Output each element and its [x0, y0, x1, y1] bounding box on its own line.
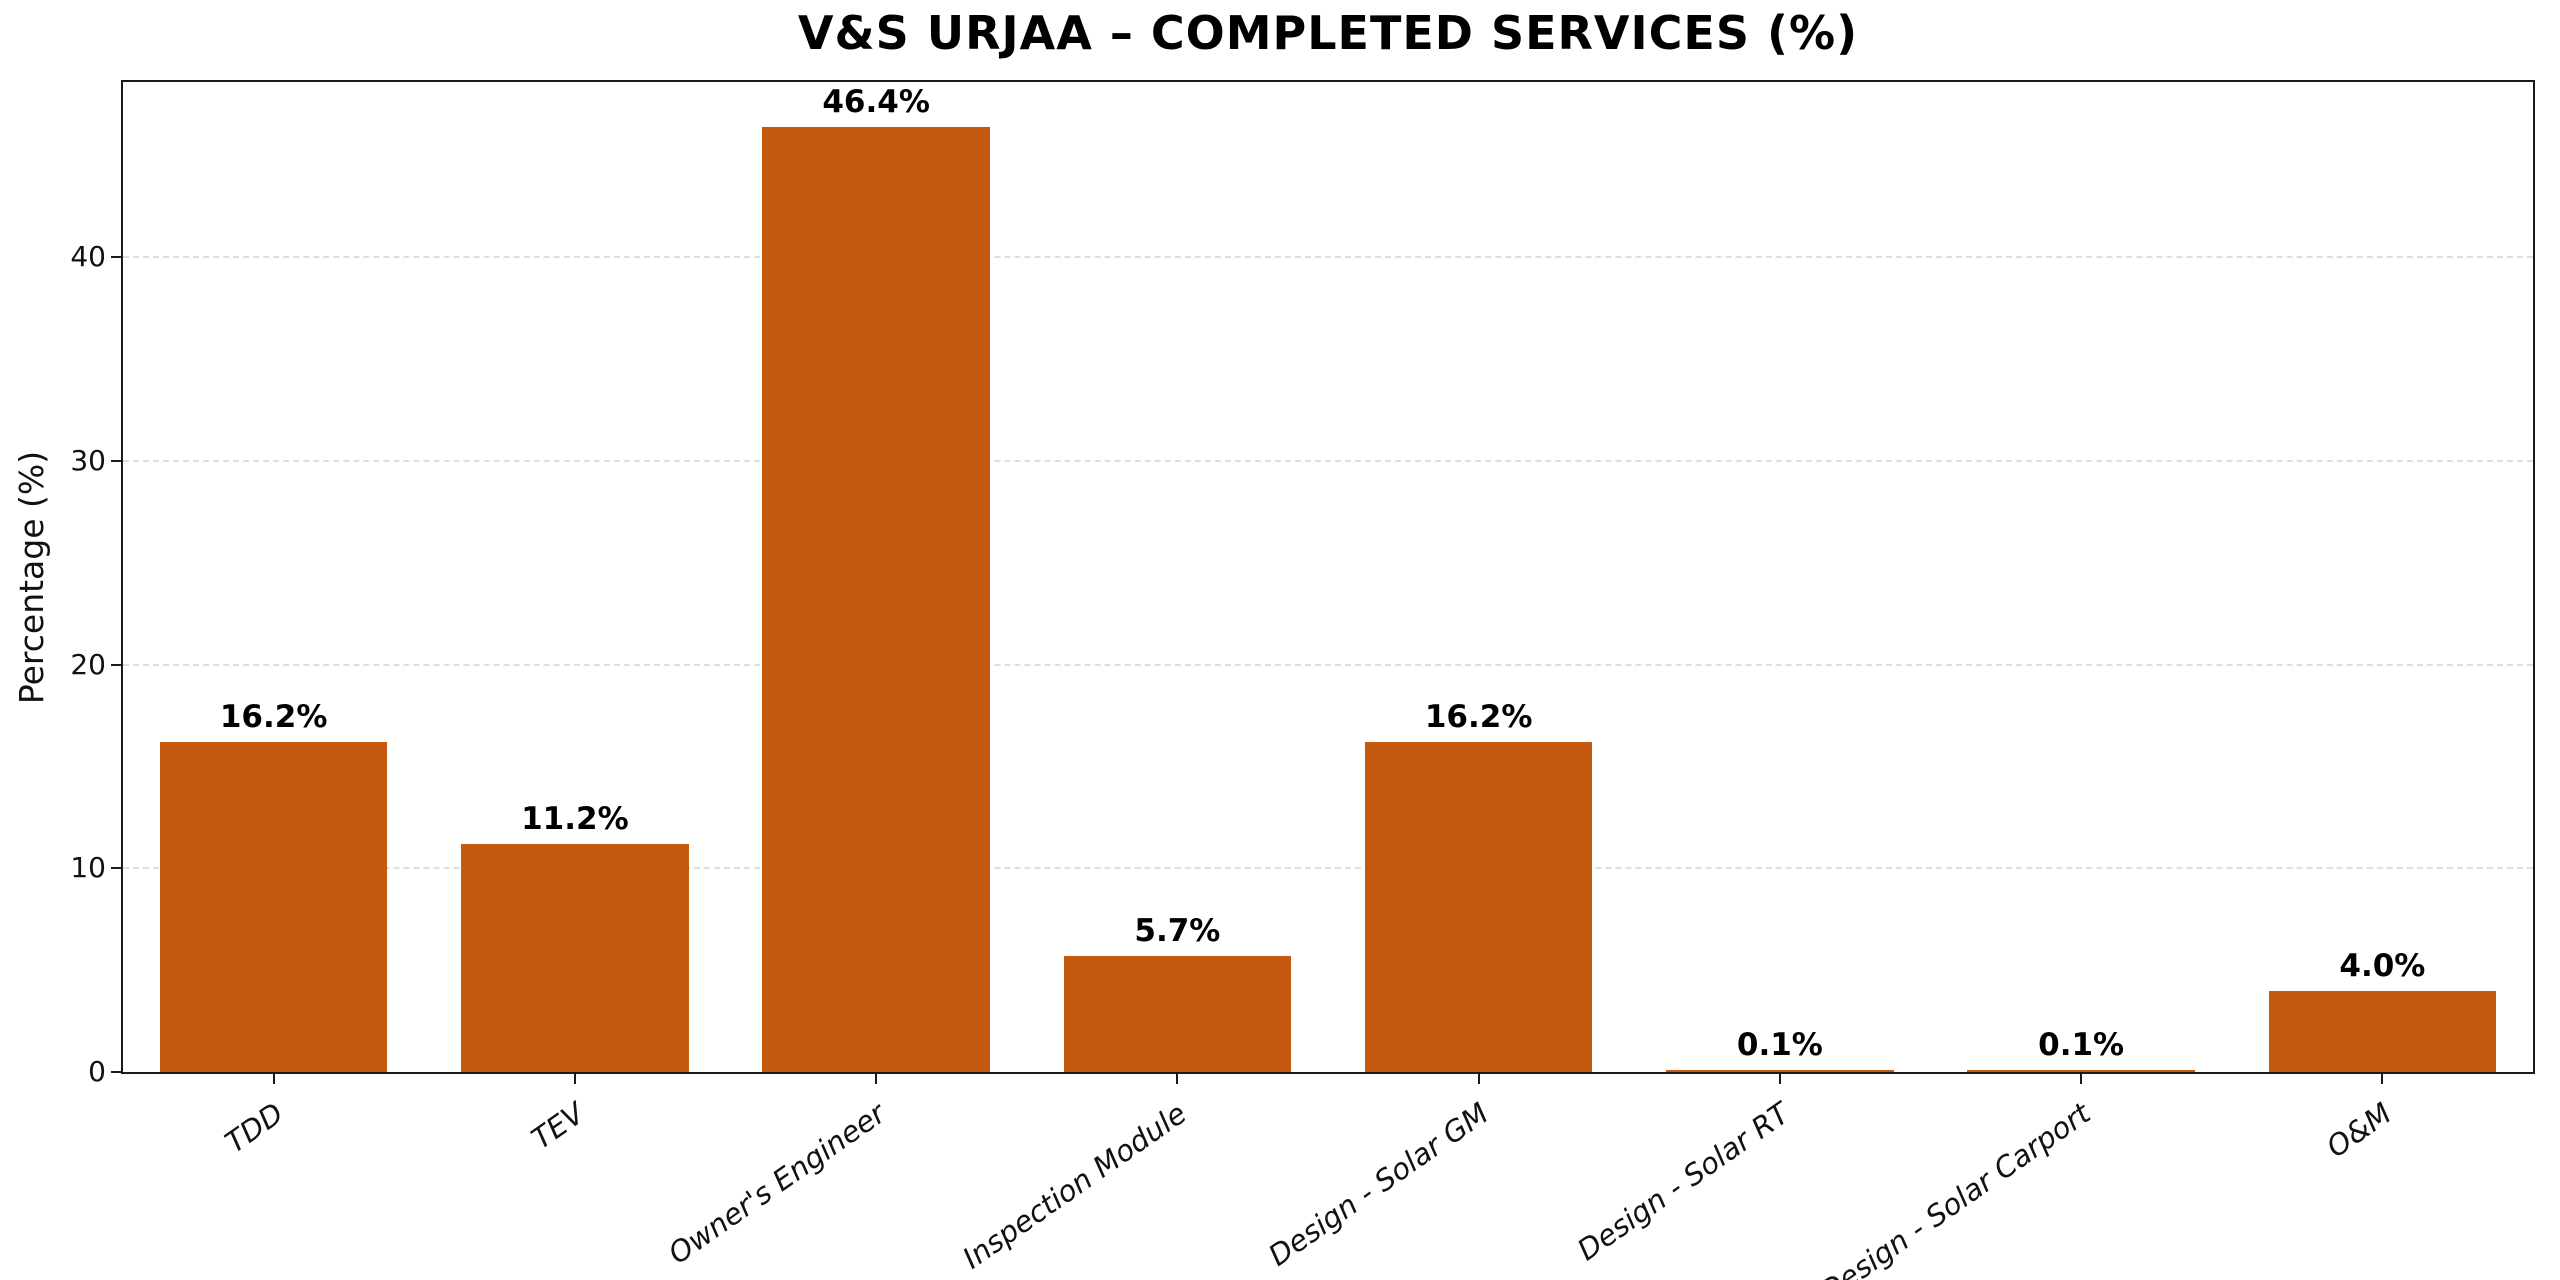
y-tick-mark-40	[111, 256, 121, 259]
bar-6	[1666, 1069, 1894, 1072]
bar-1	[159, 742, 388, 1072]
plot-area: 16.2% 11.2% 46.4% 5.7% 16.2% 0.1% 0.1% 4.0%	[121, 80, 2535, 1074]
gridline-40	[123, 256, 2533, 259]
bar-5	[1364, 742, 1593, 1072]
y-tick-label-0: 0	[88, 1055, 106, 1088]
x-tick-mark-4	[1176, 1074, 1179, 1084]
x-tick-label-1: TDD	[218, 1096, 290, 1160]
bar-2	[461, 843, 689, 1072]
y-tick-mark-30	[111, 459, 121, 462]
y-tick-label-40: 40	[70, 240, 106, 274]
bar-8	[2268, 990, 2497, 1072]
y-tick-mark-10	[111, 867, 121, 870]
gridline-30	[123, 459, 2533, 462]
bar-value-label-1: 16.2%	[219, 699, 328, 735]
bar-value-label-5: 16.2%	[1424, 699, 1533, 735]
bar-value-label-2: 11.2%	[521, 800, 629, 837]
bar-value-label-7: 0.1%	[2038, 1026, 2125, 1063]
bar-value-label-6: 0.1%	[1736, 1026, 1823, 1063]
y-tick-mark-0	[111, 1071, 121, 1073]
x-tick-mark-7	[2080, 1074, 2083, 1084]
y-tick-label-30: 30	[70, 443, 106, 477]
gridline-20	[123, 663, 2533, 666]
x-tick-mark-5	[1477, 1074, 1480, 1084]
bar-7	[1967, 1069, 2195, 1072]
x-tick-mark-1	[272, 1074, 275, 1084]
bar-value-label-8: 4.0%	[2339, 947, 2426, 984]
bar-4	[1063, 955, 1292, 1072]
bar-value-label-4: 5.7%	[1134, 912, 1221, 949]
chart-title: V&S URJAA – COMPLETED SERVICES (%)	[797, 6, 1859, 60]
y-tick-label-20: 20	[70, 647, 106, 681]
x-tick-mark-6	[1778, 1074, 1781, 1084]
y-axis-label: Percentage (%)	[8, 82, 56, 1072]
x-tick-mark-8	[2381, 1074, 2384, 1084]
y-tick-label-10: 10	[70, 851, 106, 885]
bar-value-label-3: 46.4%	[822, 83, 930, 120]
y-tick-mark-20	[111, 663, 121, 666]
x-tick-mark-2	[573, 1074, 576, 1084]
bar-3	[762, 126, 990, 1072]
x-tick-mark-3	[875, 1074, 878, 1084]
gridline-10	[123, 867, 2533, 870]
